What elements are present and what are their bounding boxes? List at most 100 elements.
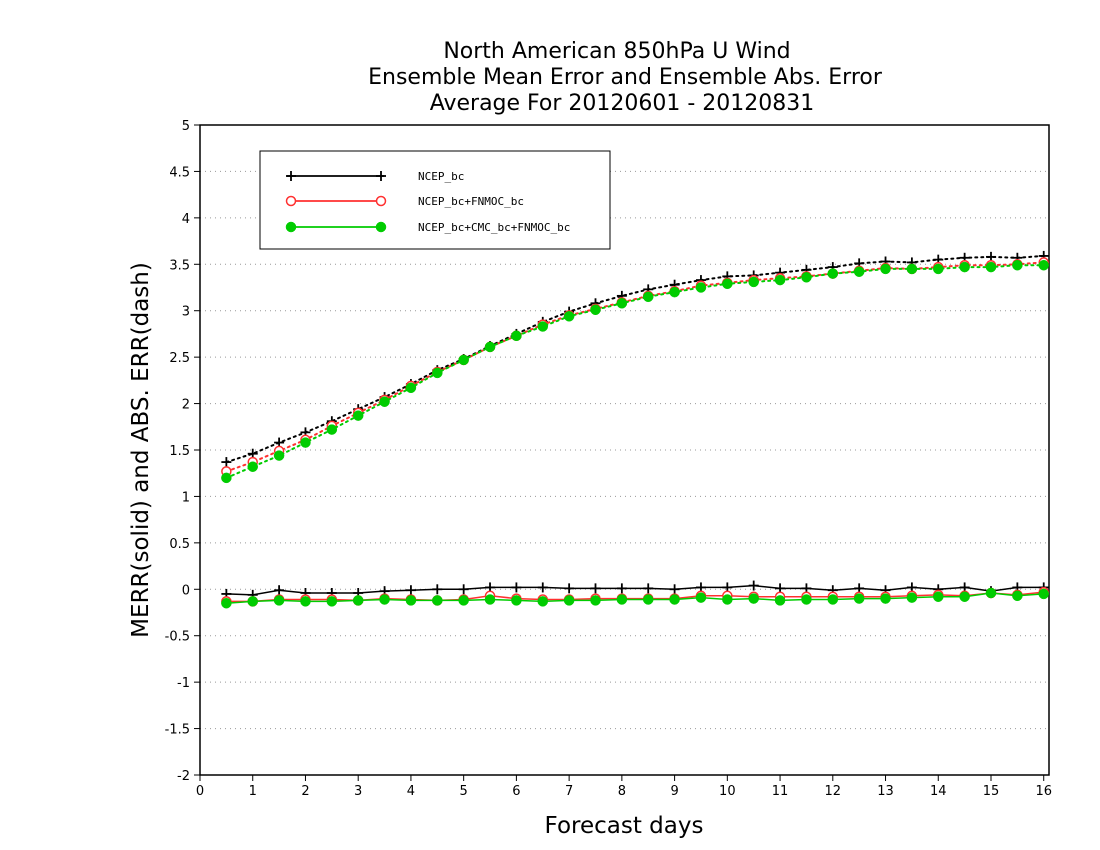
mean-err-point [906, 592, 918, 603]
x-tick-label: 13 [877, 784, 894, 799]
chart-title: North American 850hPa U Wind Ensemble Me… [368, 39, 883, 116]
y-tick-label: 4.5 [169, 165, 190, 180]
mean-err-line [226, 584, 1044, 596]
y-tick-label: -1.5 [165, 723, 190, 738]
mean-err-point [511, 582, 522, 593]
abs-err-point [774, 274, 786, 286]
abs-err-point [616, 298, 628, 309]
abs-err-point [880, 263, 891, 275]
x-tick-label: 6 [512, 784, 520, 799]
x-axis-label: Forecast days [545, 813, 704, 839]
title-line-3: Average For 20120601 - 20120831 [430, 91, 815, 116]
mean-err-point [853, 593, 865, 604]
abs-err-line [225, 254, 1045, 464]
mean-err-point [405, 595, 417, 606]
legend-marker [285, 221, 297, 233]
abs-err-point [379, 396, 390, 407]
x-tick-label: 12 [825, 784, 842, 799]
mean-err-point [247, 596, 258, 607]
series-2 [221, 257, 1049, 607]
mean-err-point [564, 583, 575, 594]
mean-err-point [432, 584, 443, 595]
abs-err-point [563, 311, 575, 322]
legend-marker [376, 171, 386, 181]
x-tick-label: 7 [565, 784, 573, 799]
mean-err-point [273, 595, 285, 606]
mean-err-point [221, 597, 232, 609]
x-tick-label: 9 [670, 784, 678, 799]
mean-err-point [590, 595, 601, 606]
abs-err-point [801, 272, 812, 283]
y-tick-label: 1.5 [169, 444, 190, 459]
mean-err-point [458, 584, 469, 595]
mean-err-point [642, 594, 654, 605]
legend: NCEP_bc NCEP_bc+FNMOC_bc NCEP_bc+CMC_bc+FN… [259, 150, 611, 250]
legend-label: NCEP_bc+CMC_bc+FNMOC_bc [418, 221, 570, 234]
legend-box [259, 150, 611, 250]
y-tick-label: 3.5 [169, 258, 190, 273]
legend-marker [375, 221, 387, 233]
abs-err-point [1038, 259, 1049, 271]
abs-err-point [959, 261, 970, 273]
mean-err-point [695, 592, 707, 603]
abs-err-point [590, 304, 601, 316]
abs-err-point [352, 410, 364, 421]
abs-err-line [225, 261, 1045, 473]
abs-err-point [722, 278, 733, 290]
y-tick-label: 4 [182, 212, 190, 227]
abs-err-point [669, 286, 680, 298]
mean-err-point [748, 593, 759, 604]
x-tick-label: 10 [719, 784, 736, 799]
abs-err-point [748, 276, 759, 288]
legend-marker [285, 195, 297, 207]
x-tick-label: 2 [301, 784, 309, 799]
y-tick-label: 2.5 [169, 351, 190, 366]
abs-err-point [326, 424, 338, 435]
title-line-2: Ensemble Mean Error and Ensemble Abs. Er… [368, 65, 883, 90]
mean-err-point [880, 593, 891, 604]
x-tick-label: 5 [460, 784, 468, 799]
abs-err-line [225, 264, 1045, 479]
y-tick-label: -0.5 [165, 630, 190, 645]
abs-err-point [1012, 259, 1023, 271]
mean-err-point [959, 591, 970, 602]
y-tick-label: 0.5 [169, 537, 190, 552]
x-tick-label: 4 [407, 784, 415, 799]
abs-err-point [221, 457, 232, 468]
abs-err-point [247, 461, 258, 472]
legend-marker [375, 195, 387, 207]
mean-err-point [827, 594, 839, 605]
mean-err-point [352, 595, 364, 606]
mean-err-point [326, 596, 338, 607]
mean-err-point [669, 594, 680, 605]
legend-label: NCEP_bc+FNMOC_bc [418, 195, 524, 208]
mean-err-point [722, 594, 733, 605]
mean-err-point [300, 596, 311, 607]
mean-err-point [933, 591, 944, 602]
x-tick-label: 11 [772, 784, 789, 799]
mean-err-point [274, 585, 285, 596]
legend-marker [286, 171, 296, 181]
series-3 [221, 259, 1049, 609]
x-tick-label: 16 [1035, 784, 1052, 799]
abs-err-point [484, 341, 496, 353]
mean-err-point [484, 594, 496, 605]
x-tick-label: 14 [930, 784, 947, 799]
mean-err-point [563, 595, 575, 606]
abs-err-point [827, 268, 839, 279]
legend-item: NCEP_bc [286, 170, 464, 183]
y-tick-label: 1 [182, 490, 190, 505]
mean-err-point [511, 595, 522, 606]
mean-err-point [458, 595, 469, 606]
axis-ticks: -2-1.5-1-0.500.511.522.533.544.550 1 2 3 4 5 6… [165, 119, 1052, 799]
series-group [221, 250, 1049, 609]
abs-err-point [642, 291, 654, 303]
x-tick-label: 0 [196, 784, 204, 799]
grid-lines [200, 170, 1049, 730]
abs-err-point [933, 263, 944, 275]
mean-err-point [1012, 590, 1023, 602]
legend-item: NCEP_bc+CMC_bc+FNMOC_bc [285, 221, 570, 234]
y-tick-label: 3 [182, 305, 190, 320]
abs-err-point [432, 367, 443, 379]
abs-err-point [405, 382, 417, 394]
